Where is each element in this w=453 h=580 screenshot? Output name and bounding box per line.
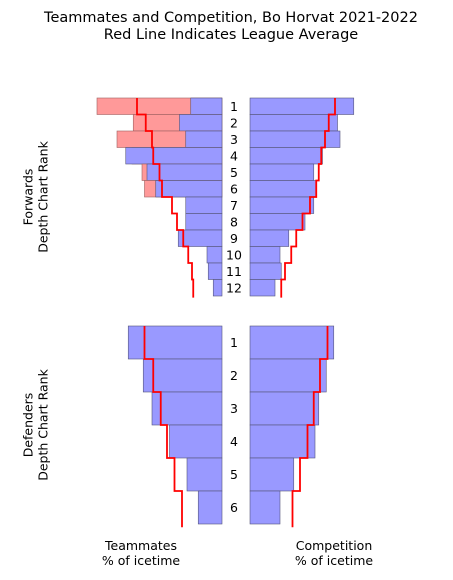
forwards-teammates-bar [146, 163, 223, 181]
defenders-teammates-bar [186, 457, 223, 492]
forwards-competition-bar [249, 246, 281, 264]
forwards-teammates-bar [185, 130, 223, 148]
forwards-rank-label: 12 [226, 280, 242, 295]
forwards-teammates-bar [125, 147, 223, 165]
forwards-rank-label: 5 [230, 165, 238, 180]
defenders-competition-bar [249, 457, 295, 492]
forwards-competition-bar [249, 147, 323, 165]
defenders-ylabel: DefendersDepth Chart Rank [21, 368, 51, 480]
defenders-teammates-league-avg-line [143, 326, 183, 528]
forwards-competition-bar [249, 163, 315, 181]
forwards-rank-label: 8 [230, 214, 238, 229]
forwards-competition-bar [249, 196, 315, 214]
defenders-rank-label: 6 [230, 500, 238, 515]
defenders-rank-label: 1 [230, 335, 238, 350]
chart-title: Teammates and Competition, Bo Horvat 202… [43, 10, 418, 26]
defenders-rank-label: 2 [230, 368, 238, 383]
defenders-competition-bar [249, 358, 327, 393]
forwards-ylabel: ForwardsDepth Chart Rank [21, 140, 51, 252]
forwards-rank-label: 9 [230, 231, 238, 246]
forwards-competition-bar [249, 180, 317, 198]
defenders-rank-label: 4 [230, 434, 238, 449]
forwards-competition-bar [249, 130, 341, 148]
defenders-competition-bar [249, 424, 316, 459]
forwards-teammates-bar [177, 229, 223, 247]
forwards-rank-label: 2 [230, 115, 238, 130]
defenders-competition-bar [249, 391, 320, 426]
forwards-teammates-league-avg-line [136, 98, 195, 298]
defenders-competition-bar [249, 325, 335, 360]
forwards-rank-label: 7 [230, 198, 238, 213]
forwards-rank-label: 3 [230, 132, 238, 147]
defenders-rank-label: 5 [230, 467, 238, 482]
forwards-teammates-bar [185, 213, 223, 231]
defenders-panel: 1 2 3 4 5 6 [127, 325, 335, 528]
defenders-teammates-bar [197, 490, 223, 525]
defenders-teammates-bar [151, 391, 223, 426]
forwards-competition-league-avg-line [280, 98, 336, 298]
defenders-teammates-bar [142, 358, 223, 393]
forwards-rank-label: 6 [230, 181, 238, 196]
defenders-rank-label: 3 [230, 401, 238, 416]
forwards-teammates-bar [179, 114, 223, 132]
forwards-competition-bar [249, 229, 290, 247]
teammates-xlabel: Teammates% of icetime [102, 538, 180, 568]
forwards-teammates-bar [207, 262, 223, 280]
defenders-teammates-bar [127, 325, 223, 360]
competition-xlabel: Competition% of icetime [295, 538, 373, 568]
defenders-teammates-bar [169, 424, 223, 459]
forwards-rank-label: 10 [226, 247, 242, 262]
forwards-rank-label: 1 [230, 99, 238, 114]
forwards-rank-label: 4 [230, 148, 238, 163]
forwards-rank-label: 11 [226, 264, 242, 279]
forwards-teammates-bar [155, 180, 223, 198]
forwards-competition-bar [249, 97, 355, 115]
forwards-competition-bar [249, 279, 276, 297]
forwards-competition-bar [249, 213, 306, 231]
defenders-competition-bar [249, 490, 281, 525]
forwards-competition-bar [249, 262, 282, 280]
defenders-competition-league-avg-line [291, 326, 329, 528]
forwards-competition-bar [249, 114, 338, 132]
forwards-teammates-bar [206, 246, 223, 264]
forwards-teammates-bar [212, 279, 223, 297]
forwards-teammates-bar [185, 196, 223, 214]
chart-subtitle: Red Line Indicates League Average [104, 27, 358, 43]
forwards-teammates-bar [190, 97, 223, 115]
